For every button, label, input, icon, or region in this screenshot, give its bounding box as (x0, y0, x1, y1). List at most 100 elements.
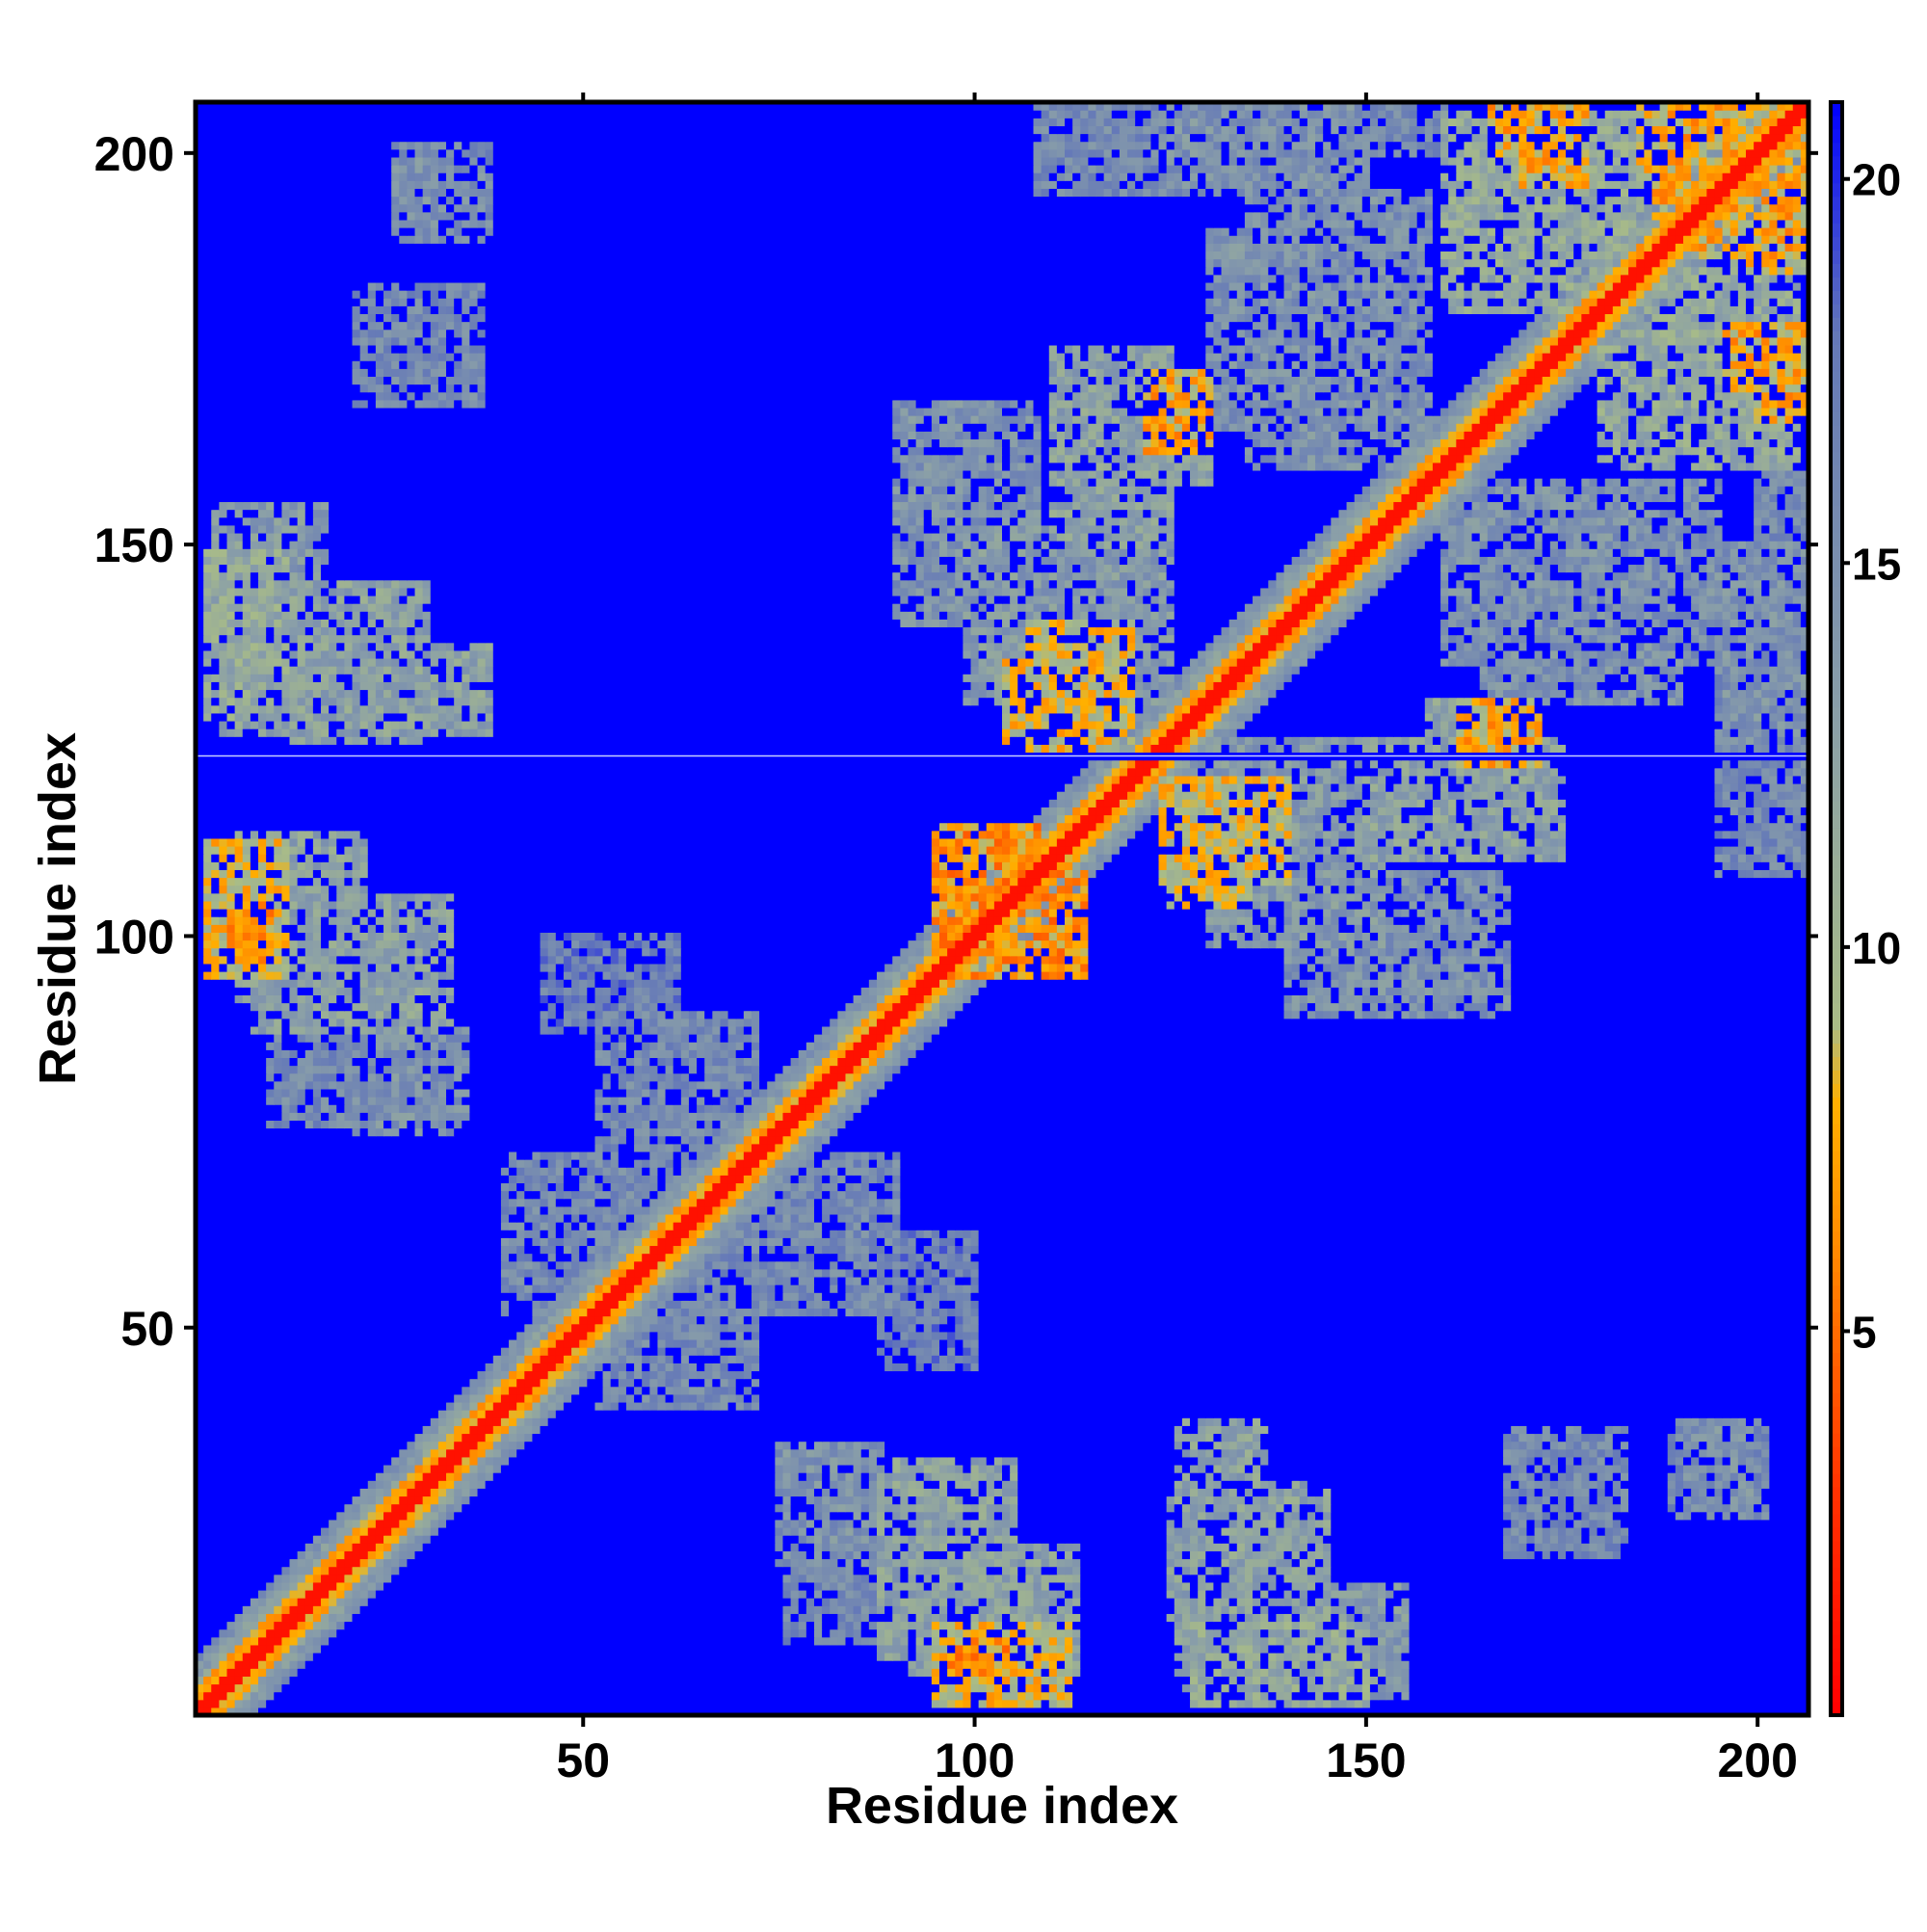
heatmap-cell (782, 1691, 792, 1701)
heatmap-cell (1557, 1644, 1567, 1654)
heatmap-cell (469, 1613, 479, 1623)
heatmap-cell (1072, 1652, 1081, 1661)
heatmap-cell (234, 1676, 244, 1685)
heatmap-cell (281, 1574, 291, 1583)
heatmap-cell (1401, 1660, 1411, 1669)
heatmap-cell (258, 1668, 267, 1677)
heatmap-cell (1518, 1589, 1528, 1599)
heatmap-cell (1213, 1621, 1223, 1630)
heatmap-cell (1769, 1621, 1779, 1630)
heatmap-cell (923, 1543, 933, 1551)
heatmap-cell (720, 1598, 729, 1606)
heatmap-cell (321, 1558, 330, 1568)
heatmap-cell (1393, 1644, 1403, 1654)
heatmap-cell (775, 1589, 784, 1599)
heatmap-cell (1597, 1598, 1606, 1606)
heatmap-cell (1095, 1621, 1105, 1630)
heatmap-cell (437, 1668, 447, 1677)
heatmap-cell (446, 1574, 455, 1583)
heatmap-cell (1432, 1621, 1441, 1630)
heatmap-cell (1135, 1526, 1144, 1536)
heatmap-cell (1393, 1691, 1403, 1701)
heatmap-cell (563, 1581, 572, 1591)
heatmap-cell (1119, 1550, 1128, 1560)
heatmap-cell (430, 1621, 439, 1630)
heatmap-cell (876, 1691, 885, 1701)
heatmap-cell (1597, 1526, 1606, 1536)
heatmap-cell (446, 1550, 455, 1560)
heatmap-cell (422, 1613, 432, 1623)
heatmap-cell (1409, 1699, 1418, 1708)
heatmap-cell (1369, 1691, 1379, 1701)
heatmap-cell (978, 1543, 988, 1551)
heatmap-cell (986, 1566, 995, 1575)
heatmap-cell (281, 1543, 291, 1551)
heatmap-cell (1581, 1621, 1591, 1630)
heatmap-cell (594, 1683, 604, 1693)
heatmap-cell (868, 1707, 878, 1716)
heatmap-cell (955, 1526, 964, 1536)
heatmap-cell (1511, 1589, 1519, 1599)
heatmap-cell (1017, 1691, 1026, 1701)
heatmap-cell (853, 1574, 862, 1583)
heatmap-cell (1088, 1526, 1097, 1536)
heatmap-cell (1464, 1628, 1473, 1638)
heatmap-cell (743, 1652, 752, 1661)
heatmap-cell (970, 1543, 980, 1551)
heatmap-cell (1511, 1676, 1519, 1685)
heatmap-cell (1675, 1660, 1684, 1669)
heatmap-cell (1268, 1581, 1278, 1591)
heatmap-cell (1080, 1707, 1089, 1716)
heatmap-cell (642, 1543, 650, 1551)
heatmap-cell (1315, 1550, 1324, 1560)
heatmap-cell (1181, 1660, 1191, 1669)
heatmap-cell (1722, 1621, 1731, 1630)
heatmap-cell (1299, 1683, 1308, 1693)
heatmap-cell (367, 1526, 377, 1536)
heatmap-cell (532, 1683, 541, 1693)
heatmap-cell (1800, 1543, 1809, 1551)
heatmap-cell (1158, 1543, 1168, 1551)
heatmap-cell (391, 1613, 400, 1623)
heatmap-cell (1198, 1574, 1206, 1583)
heatmap-cell (1111, 1621, 1121, 1630)
heatmap-cell (1699, 1550, 1707, 1560)
heatmap-cell (1784, 1543, 1794, 1551)
heatmap-cell (1667, 1526, 1676, 1536)
heatmap-cell (970, 1574, 980, 1583)
heatmap-cell (399, 1550, 409, 1560)
heatmap-cell (1706, 1660, 1716, 1669)
heatmap-cell (1307, 1566, 1316, 1575)
heatmap-cell (540, 1519, 549, 1528)
heatmap-cell (1784, 1589, 1794, 1599)
heatmap-cell (446, 1691, 455, 1701)
heatmap-cell (1010, 1707, 1018, 1716)
heatmap-cell (1651, 1558, 1661, 1568)
heatmap-cell (712, 1660, 722, 1669)
heatmap-cell (1526, 1676, 1536, 1685)
heatmap-cell (1534, 1558, 1544, 1568)
heatmap-cell (642, 1644, 650, 1654)
heatmap-cell (1150, 1605, 1160, 1614)
heatmap-cell (485, 1683, 494, 1693)
heatmap-cell (697, 1613, 705, 1623)
heatmap-cell (1119, 1699, 1128, 1708)
heatmap-cell (1095, 1668, 1105, 1677)
heatmap-cell (743, 1543, 752, 1551)
heatmap-cell (329, 1526, 337, 1536)
heatmap-cell (610, 1566, 620, 1575)
heatmap-cell (1416, 1581, 1426, 1591)
heatmap-cell (1769, 1535, 1779, 1544)
heatmap-cell (1573, 1526, 1582, 1536)
heatmap-cell (1361, 1598, 1371, 1606)
heatmap-cell (805, 1581, 815, 1591)
heatmap-cell (798, 1660, 807, 1669)
heatmap-cell (454, 1652, 462, 1661)
heatmap-cell (1143, 1644, 1151, 1654)
heatmap-cell (876, 1566, 885, 1575)
heatmap-cell (1487, 1605, 1496, 1614)
heatmap-cell (266, 1628, 275, 1638)
heatmap-cell (1503, 1589, 1512, 1599)
heatmap-cell (1111, 1574, 1121, 1583)
heatmap-cell (1479, 1581, 1489, 1591)
